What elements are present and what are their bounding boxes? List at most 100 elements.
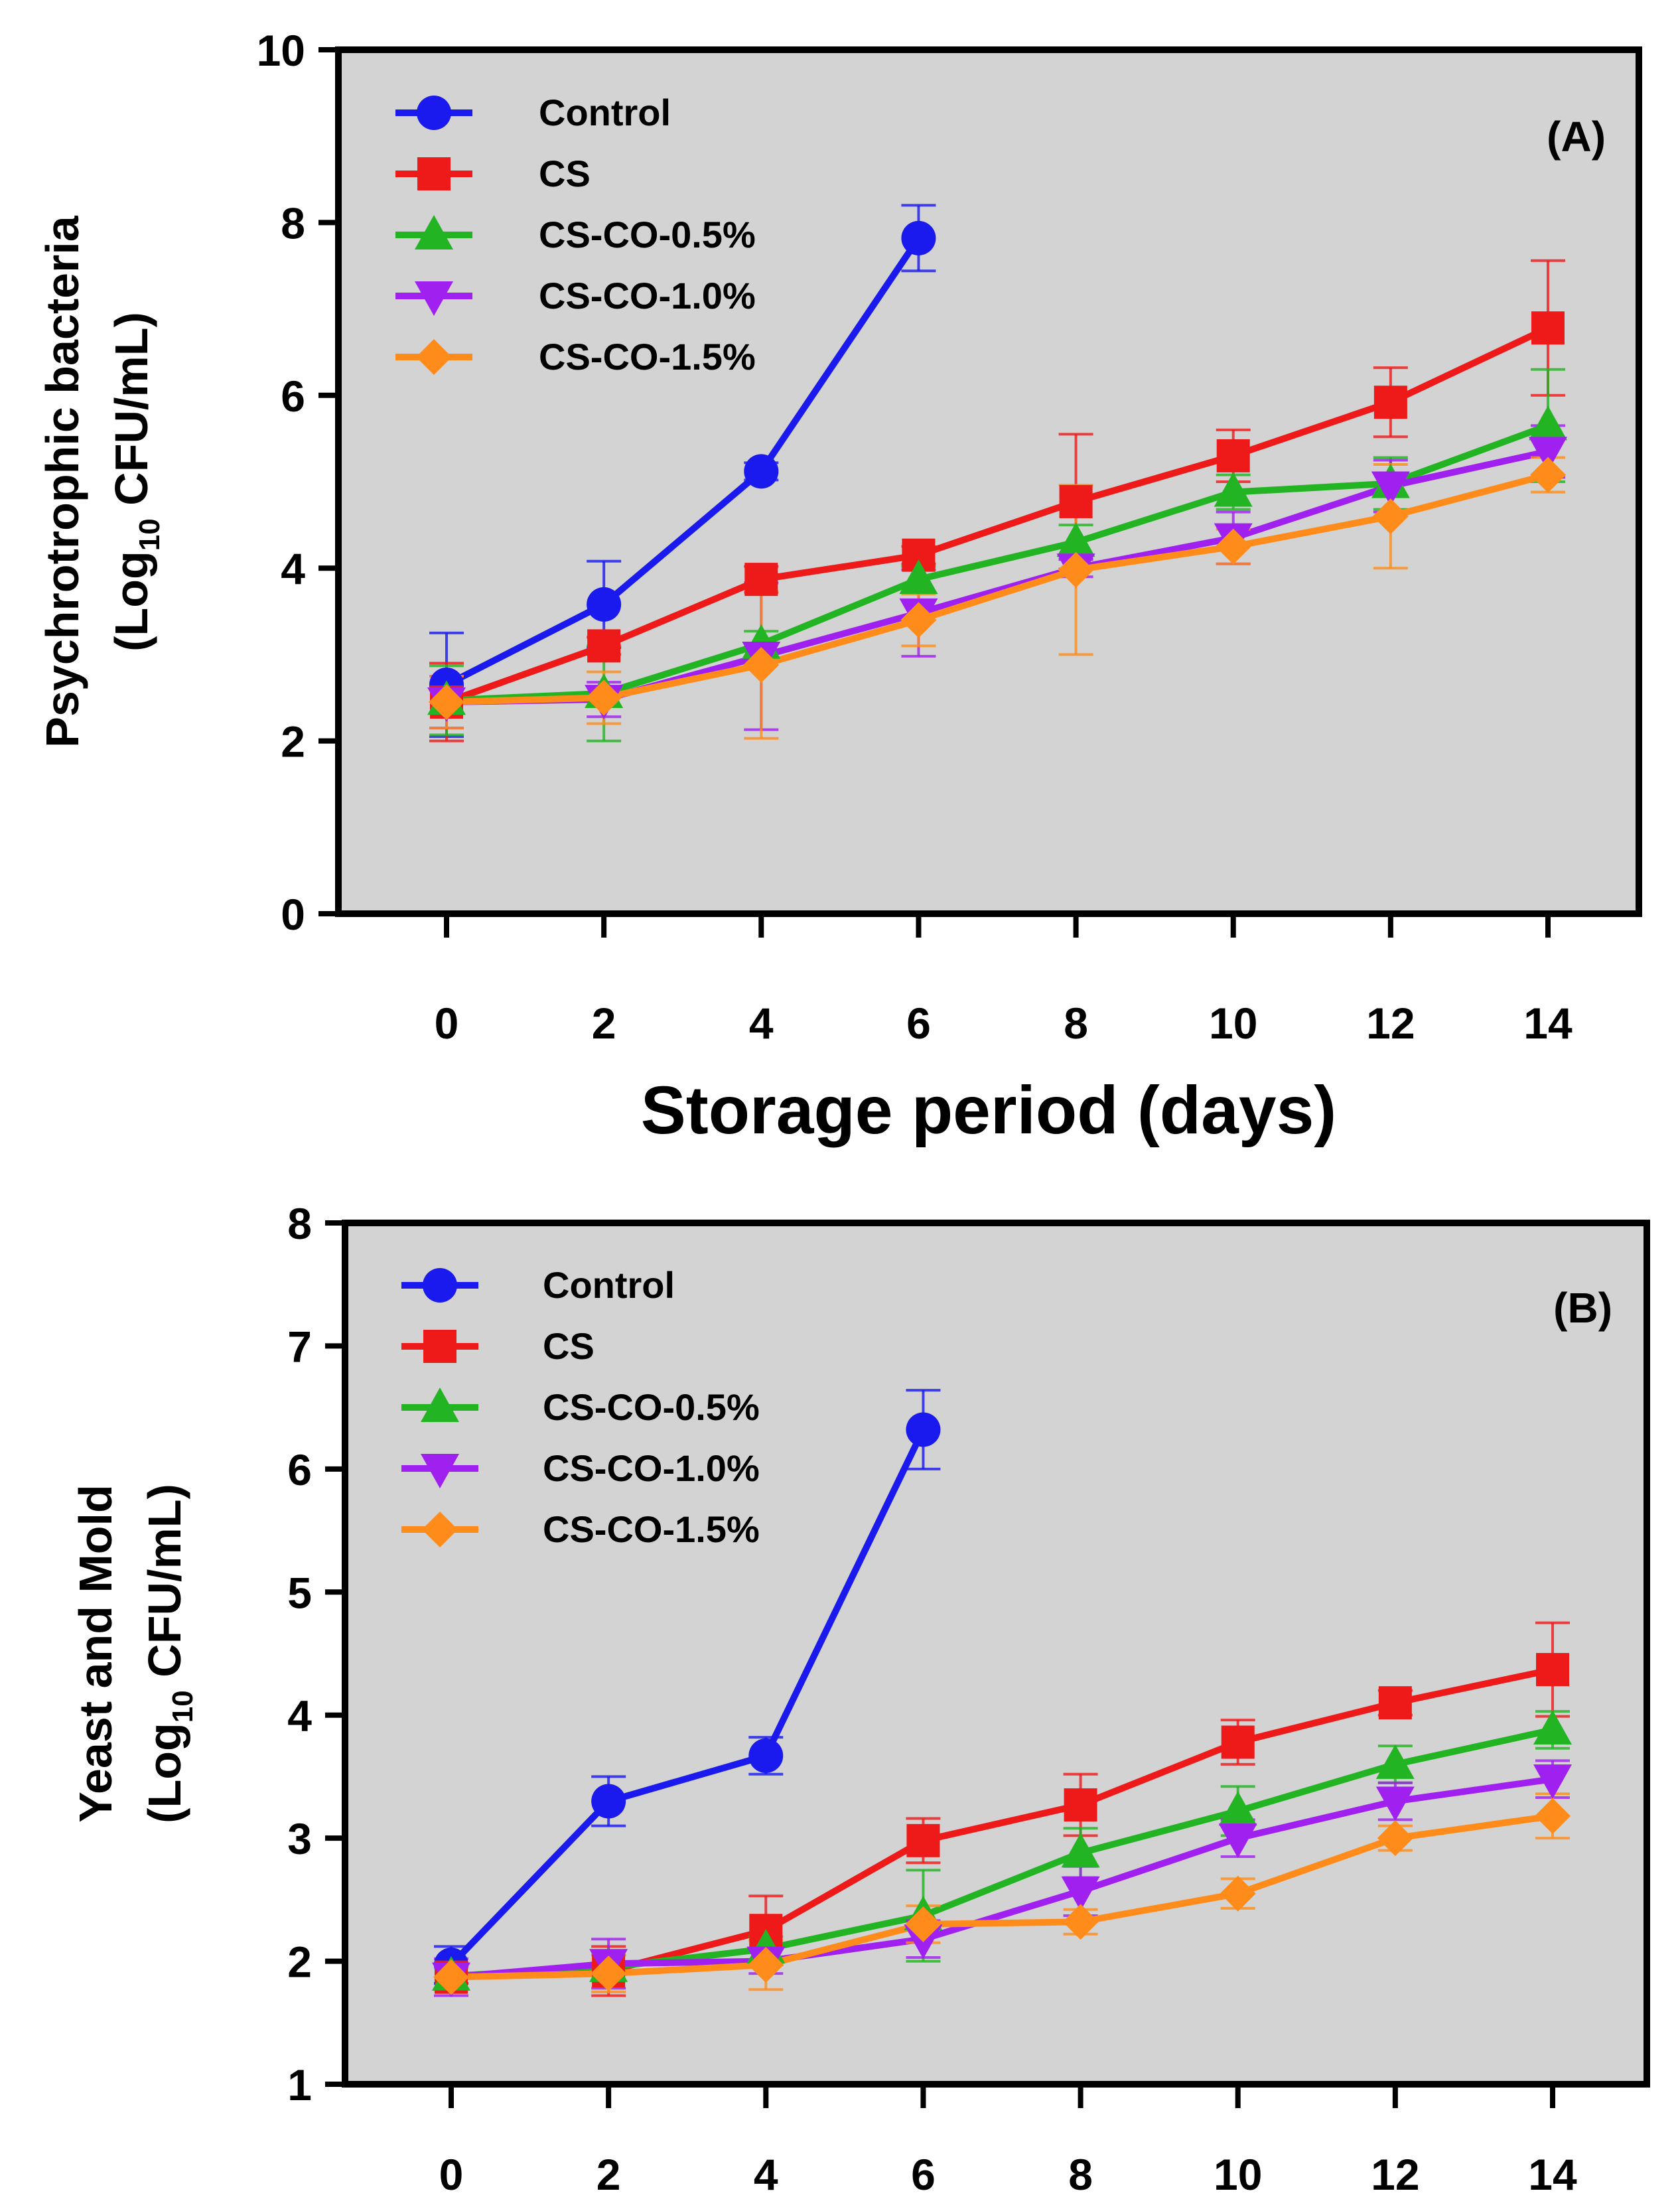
data-point [1530, 457, 1566, 493]
data-point [1220, 1875, 1256, 1912]
data-point [429, 684, 464, 721]
x-tick-label: 10 [1214, 2150, 1262, 2199]
y-axis-label-b-line2: (Log10 CFU/mL) [139, 1484, 199, 1823]
data-point [1062, 1904, 1099, 1940]
x-tick-label: 6 [911, 2150, 936, 2199]
data-point [1373, 386, 1407, 419]
data-point [1371, 471, 1410, 506]
x-tick-label: 0 [439, 2150, 464, 2199]
y-axis-label-a-line1: Psychrotrophic bacteria [36, 215, 88, 747]
data-point [1058, 551, 1094, 588]
data-point [748, 1738, 784, 1773]
data-point [743, 647, 780, 683]
y-axis-label-b-line1: Yeast and Mold [70, 1484, 121, 1823]
y-tick-label: 6 [281, 372, 305, 421]
legend-marker [423, 1330, 456, 1363]
x-tick-label: 2 [592, 999, 616, 1048]
series-line [445, 324, 1550, 705]
legend-marker [417, 157, 451, 190]
series-line [446, 422, 1549, 704]
data-point [1215, 528, 1251, 565]
y-tick-label: 2 [281, 717, 305, 766]
data-point [906, 1412, 941, 1447]
panel-label-a: (A) [1547, 113, 1606, 161]
data-point [906, 1823, 940, 1857]
y-tick-label: 6 [287, 1445, 312, 1494]
x-tick-label: 12 [1371, 2150, 1419, 2199]
data-point [1378, 1686, 1412, 1720]
data-point [591, 1956, 627, 1992]
data-point [748, 1947, 784, 1983]
data-point [433, 1959, 469, 1995]
data-point [586, 679, 622, 716]
legend-item: Control [401, 1264, 675, 1306]
data-point [744, 563, 778, 597]
legend-marker [416, 339, 452, 375]
data-point [744, 454, 779, 489]
legend-label: CS-CO-0.5% [543, 1386, 760, 1428]
data-point [905, 1906, 942, 1942]
series-line [451, 1812, 1553, 1981]
data-point [1535, 1798, 1571, 1834]
data-point [1536, 1653, 1569, 1687]
series-line [449, 1428, 926, 1967]
data-point [1056, 522, 1095, 557]
panel-label-b: (B) [1553, 1284, 1612, 1332]
legend-label: CS [543, 1325, 595, 1367]
legend-marker [415, 215, 453, 249]
panel-a: 0 2 4 6 8 10 0 2 4 6 8 10 12 14 Control CS CS-CO-0.5% CS… [36, 26, 1642, 1148]
legend-marker [417, 96, 451, 130]
data-point [1061, 1876, 1100, 1911]
x-tick-label: 14 [1523, 999, 1573, 1048]
series-line [445, 236, 922, 688]
x-tick-label: 10 [1209, 999, 1257, 1048]
legend-marker [422, 1512, 458, 1547]
legend-label: CS-CO-1.0% [543, 1447, 760, 1489]
legend-label: Control [539, 92, 671, 133]
data-point [1061, 1833, 1100, 1868]
x-axis-label-a: Storage period (days) [641, 1072, 1337, 1148]
data-point [1529, 437, 1567, 472]
data-point [900, 602, 937, 638]
legend-item: Control [395, 92, 671, 133]
series-markers-CS-CO-1.5% [429, 457, 1566, 721]
y-tick-label: 10 [257, 26, 305, 75]
data-point [1377, 1820, 1413, 1857]
data-point [901, 220, 936, 255]
data-point [1218, 1823, 1257, 1859]
legend-label: CS-CO-1.5% [539, 336, 756, 378]
data-point [1375, 1786, 1415, 1821]
y-tick-label: 5 [287, 1568, 312, 1617]
x-tick-label: 4 [754, 2150, 778, 2199]
legend-item: CS [395, 153, 591, 194]
data-point [1375, 1744, 1415, 1779]
data-point [1531, 311, 1565, 345]
legend-label: CS-CO-0.5% [539, 214, 756, 255]
y-tick-label: 8 [281, 198, 305, 248]
y-tick-label: 8 [287, 1199, 312, 1248]
legend-item: CS [401, 1325, 595, 1367]
data-point [1529, 405, 1567, 441]
legend-item: CS-CO-1.0% [395, 275, 756, 317]
y-tick-label: 2 [287, 1938, 312, 1987]
plot-area-a [335, 46, 1642, 917]
data-point [587, 629, 621, 663]
legend-item: CS-CO-0.5% [395, 214, 756, 255]
legend-label: Control [543, 1264, 675, 1306]
legend-marker [415, 281, 453, 316]
series-line [451, 1776, 1553, 1981]
legend-marker [423, 1268, 457, 1303]
y-tick-label: 0 [281, 890, 305, 939]
data-point [1214, 472, 1253, 507]
data-point [899, 559, 938, 595]
y-tick-label: 3 [287, 1814, 312, 1863]
legend-label: CS-CO-1.5% [543, 1508, 760, 1550]
data-point [1218, 1791, 1257, 1826]
data-point [591, 1784, 626, 1819]
y-tick-label: 4 [287, 1691, 312, 1741]
data-point [1533, 1709, 1572, 1744]
x-tick-label: 8 [1064, 999, 1088, 1048]
series-line [446, 471, 1549, 706]
y-tick-label: 7 [287, 1322, 312, 1371]
